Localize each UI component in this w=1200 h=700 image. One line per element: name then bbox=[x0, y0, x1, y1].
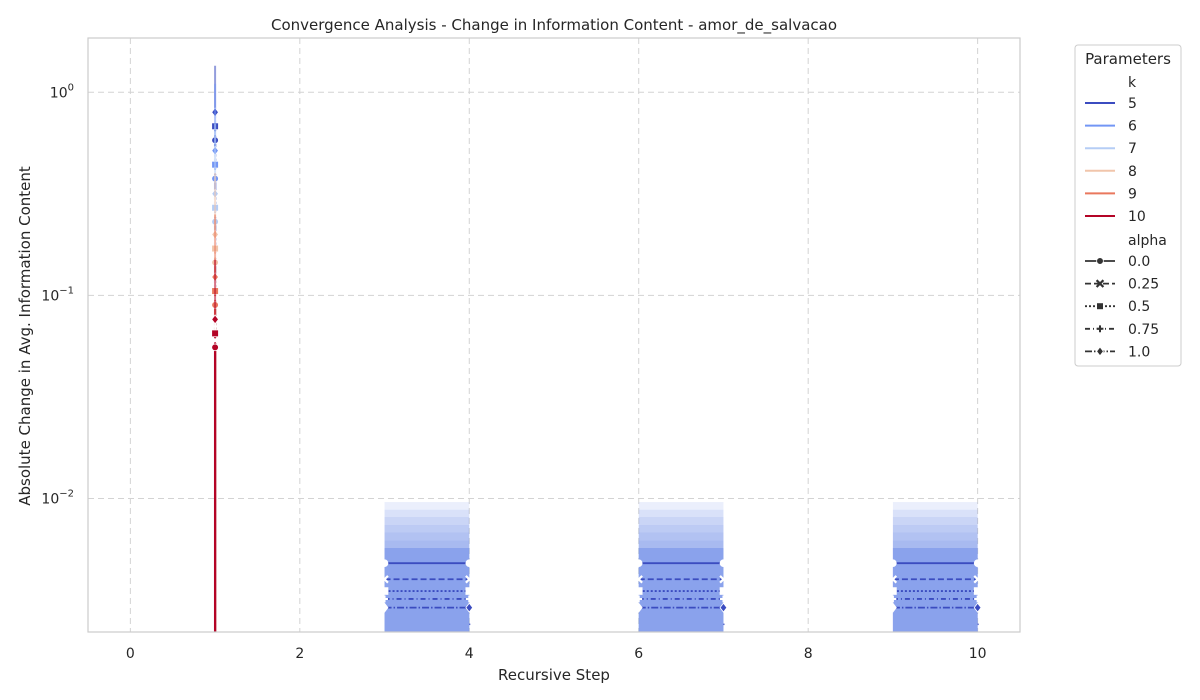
legend-style-marker bbox=[1096, 257, 1104, 265]
spike-marker bbox=[211, 329, 219, 338]
band-series-marker bbox=[380, 587, 389, 595]
band-series-marker bbox=[465, 602, 474, 613]
band-series-marker bbox=[719, 575, 728, 584]
band-series-marker bbox=[380, 575, 389, 584]
confidence-band bbox=[638, 517, 724, 632]
band-series-marker bbox=[719, 602, 728, 613]
confidence-band bbox=[638, 548, 724, 632]
confidence-band bbox=[892, 502, 978, 632]
band-series-marker bbox=[380, 559, 389, 567]
x-tick-label: 4 bbox=[465, 646, 474, 662]
legend-hue-label: 6 bbox=[1128, 119, 1137, 135]
legend-box bbox=[1074, 44, 1182, 367]
band-series-marker bbox=[719, 559, 728, 567]
confidence-band bbox=[892, 532, 978, 632]
band-series-marker bbox=[634, 575, 643, 584]
legend: Parameters k 5 6 7 8 9 10 alpha 0.0 0.25 0.5 0.7… bbox=[1074, 44, 1182, 367]
band-series-marker bbox=[465, 559, 474, 567]
band-series-marker bbox=[465, 587, 474, 595]
band-series-marker bbox=[974, 595, 982, 603]
x-tick-label: 8 bbox=[804, 646, 813, 662]
legend-hue-label: 8 bbox=[1128, 164, 1137, 180]
y-axis-label: Absolute Change in Avg. Information Cont… bbox=[16, 166, 34, 506]
band-series-marker bbox=[634, 587, 643, 595]
x-axis-label: Recursive Step bbox=[498, 666, 610, 684]
tick-layer: 0 2 4 6 8 10 10−2 10−1 100 bbox=[41, 82, 986, 662]
legend-title: Parameters bbox=[1085, 50, 1171, 68]
legend-style-marker bbox=[1095, 279, 1105, 288]
plot-frame bbox=[87, 37, 1021, 633]
spike-marker bbox=[211, 314, 219, 325]
confidence-band bbox=[384, 532, 470, 632]
band-series-marker bbox=[381, 595, 388, 603]
legend-style-label: 0.75 bbox=[1128, 322, 1159, 338]
x-tick-label: 2 bbox=[295, 646, 304, 662]
y-tick-label: 10−2 bbox=[41, 488, 74, 507]
grid-layer bbox=[88, 38, 1020, 632]
spike-marker bbox=[210, 336, 220, 345]
confidence-band bbox=[892, 540, 978, 632]
spike-layer bbox=[210, 65, 220, 632]
confidence-band bbox=[892, 517, 978, 632]
band-series-marker bbox=[889, 602, 897, 613]
band-series-marker bbox=[465, 595, 473, 603]
band-group bbox=[380, 502, 474, 632]
band-group bbox=[634, 502, 728, 632]
band-series-marker bbox=[720, 595, 727, 603]
confidence-band bbox=[384, 509, 470, 632]
legend-hue-label: 9 bbox=[1128, 186, 1137, 202]
legend-style-label: 0.25 bbox=[1128, 277, 1159, 293]
legend-style-marker bbox=[1096, 325, 1104, 333]
confidence-band bbox=[892, 509, 978, 632]
legend-style-title: alpha bbox=[1128, 233, 1167, 249]
band-series-marker bbox=[889, 559, 897, 567]
band-series-marker bbox=[973, 602, 982, 613]
band-series-marker bbox=[889, 595, 897, 603]
band-series-marker bbox=[380, 602, 389, 613]
band-layer bbox=[380, 502, 982, 632]
confidence-band bbox=[384, 548, 470, 632]
confidence-band bbox=[638, 548, 724, 632]
legend-hue-title: k bbox=[1128, 75, 1137, 91]
confidence-band bbox=[384, 540, 470, 632]
confidence-band bbox=[638, 502, 724, 632]
confidence-band bbox=[638, 540, 724, 632]
band-series-marker bbox=[634, 602, 643, 613]
legend-style-label: 0.5 bbox=[1128, 299, 1150, 315]
spike-marker bbox=[211, 343, 219, 352]
y-tick-label: 10−1 bbox=[41, 285, 74, 304]
confidence-band bbox=[638, 509, 724, 632]
y-tick-label: 100 bbox=[50, 82, 74, 101]
legend-style-label: 0.0 bbox=[1128, 254, 1150, 270]
band-series-marker bbox=[973, 587, 982, 595]
confidence-band bbox=[384, 517, 470, 632]
x-tick-label: 6 bbox=[634, 646, 643, 662]
band-series-marker bbox=[634, 559, 643, 567]
band-series-marker bbox=[465, 575, 474, 584]
band-group bbox=[888, 502, 982, 632]
legend-hue-label: 7 bbox=[1128, 141, 1137, 157]
band-series-marker bbox=[889, 587, 897, 595]
confidence-band bbox=[892, 548, 978, 632]
confidence-band bbox=[384, 502, 470, 632]
x-tick-label: 10 bbox=[969, 646, 987, 662]
band-series-marker bbox=[973, 575, 982, 584]
band-series-marker bbox=[973, 559, 982, 567]
band-series-marker bbox=[635, 595, 643, 603]
confidence-band bbox=[638, 532, 724, 632]
x-tick-label: 0 bbox=[126, 646, 135, 662]
legend-style-label: 1.0 bbox=[1128, 344, 1150, 360]
legend-hue-label: 5 bbox=[1128, 96, 1137, 112]
band-series-marker bbox=[888, 575, 898, 584]
legend-style-marker bbox=[1096, 346, 1104, 357]
legend-style-marker bbox=[1096, 302, 1104, 310]
confidence-band bbox=[892, 548, 978, 632]
legend-hue-label: 10 bbox=[1128, 209, 1146, 225]
chart-title: Convergence Analysis - Change in Informa… bbox=[271, 16, 837, 35]
band-series-marker bbox=[719, 587, 728, 595]
confidence-band bbox=[384, 548, 470, 632]
